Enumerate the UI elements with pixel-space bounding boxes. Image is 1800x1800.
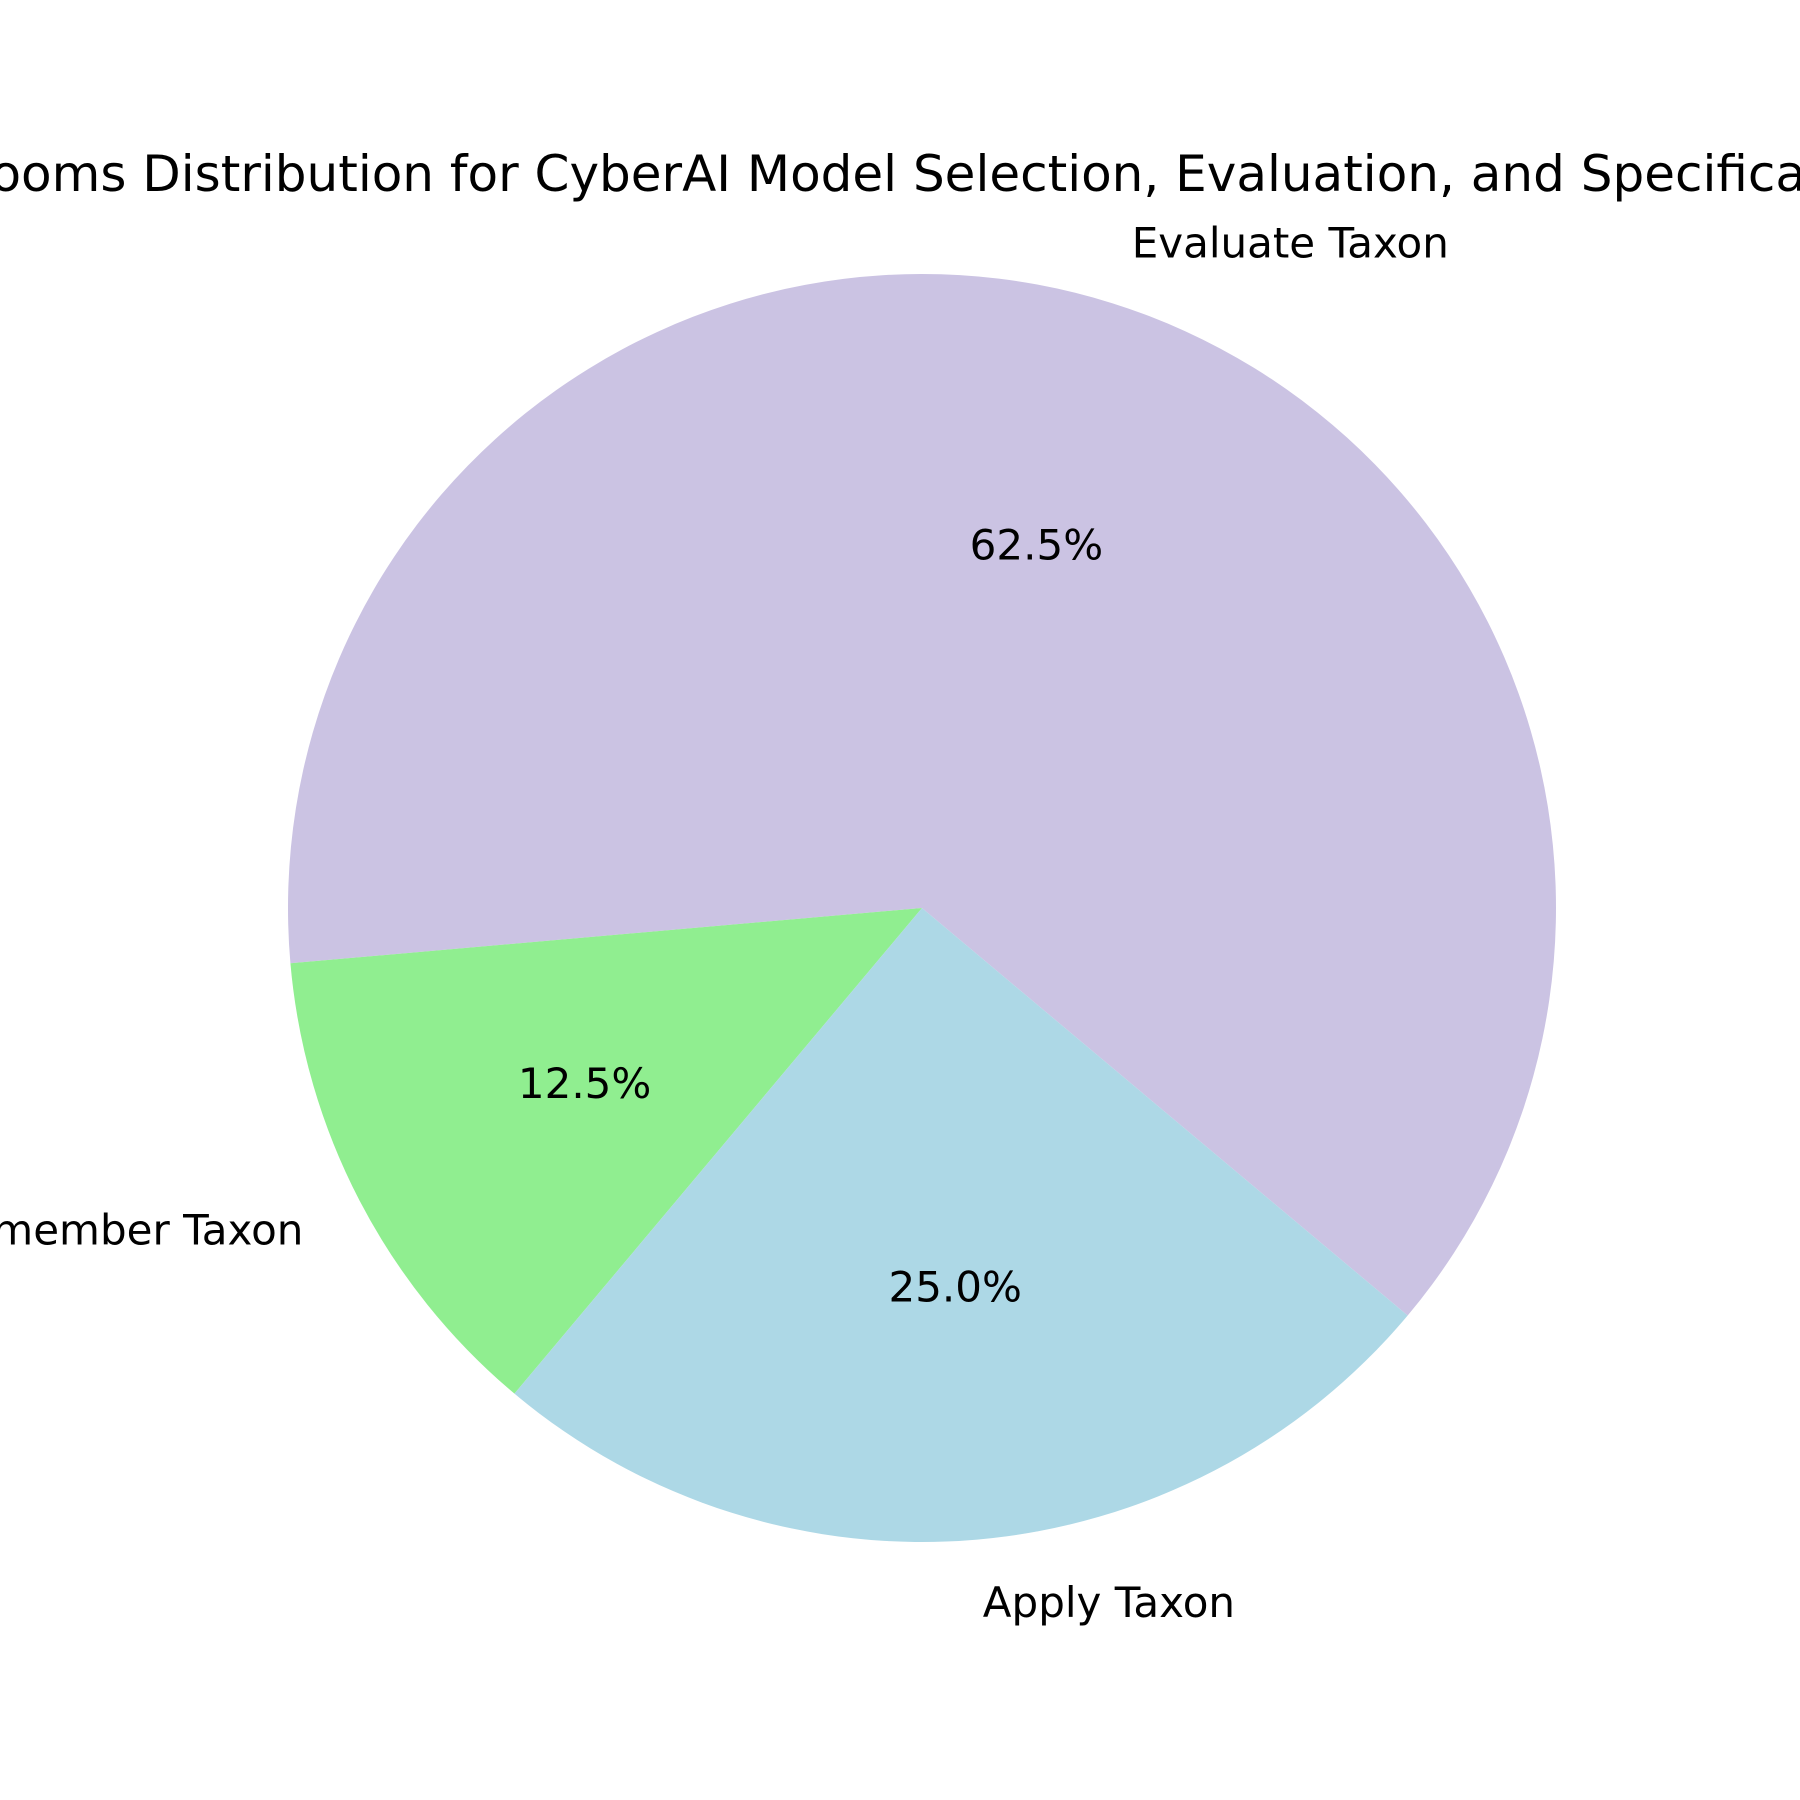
slice-label-evaluate-taxon: Evaluate Taxon: [1132, 218, 1449, 267]
chart-title: Blooms Distribution for CyberAI Model Se…: [0, 145, 1800, 203]
pie-slice-evaluate-taxon: [287, 274, 1556, 1316]
pct-label-evaluate-taxon: 62.5%: [970, 521, 1103, 570]
pie-slices: [287, 274, 1556, 1543]
pie-labels: Evaluate Taxon 62.5% Remember Taxon 12.5% Ap…: [0, 218, 1449, 1627]
slice-label-remember-taxon: Remember Taxon: [0, 1206, 303, 1255]
pct-label-remember-taxon: 12.5%: [518, 1059, 651, 1108]
slice-label-apply-taxon: Apply Taxon: [983, 1578, 1235, 1627]
pie-slice-remember-taxon: [290, 908, 922, 1394]
pct-label-apply-taxon: 25.0%: [888, 1263, 1021, 1312]
pie-slice-apply-taxon: [514, 908, 1408, 1543]
